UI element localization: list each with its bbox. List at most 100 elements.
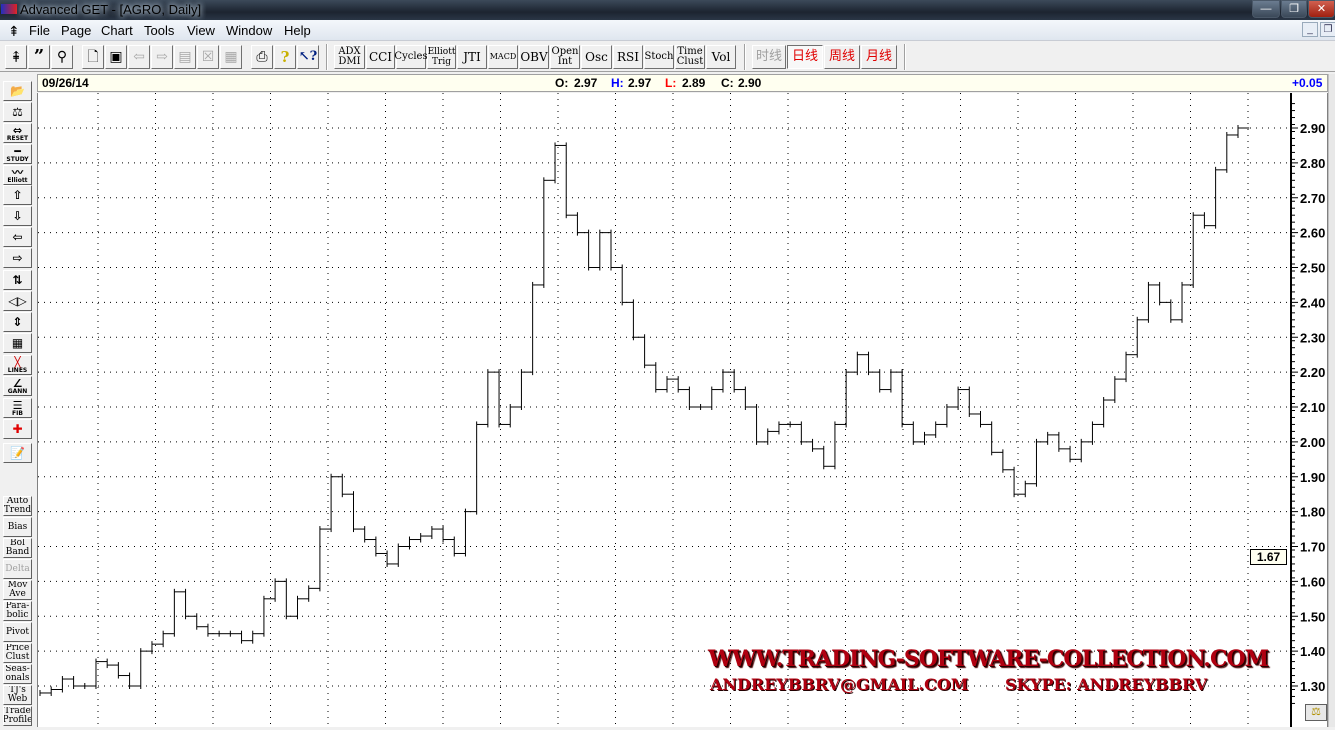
expand-vertical-icon: ⇕ xyxy=(12,315,23,329)
study-delta-button[interactable]: Delta xyxy=(3,559,32,579)
study-button[interactable]: ━ STUDY xyxy=(3,144,32,164)
arrow-right-button[interactable]: ⇨ xyxy=(3,248,32,268)
menu-help[interactable]: Help xyxy=(284,23,311,38)
minimize-button[interactable]: — xyxy=(1252,0,1280,18)
fib-button[interactable]: ☰ FIB xyxy=(3,398,32,418)
context-help-icon[interactable]: ↖? xyxy=(297,45,319,69)
study-pivot-button[interactable]: Pivot xyxy=(3,622,32,642)
compress-vertical-button[interactable]: ⇅ xyxy=(3,270,32,290)
study-auto-trend-button[interactable]: Auto Trend xyxy=(3,496,32,516)
grid-button[interactable]: ▦ xyxy=(3,333,32,353)
menu-bar: ⇞ File Page Chart Tools View Window Help… xyxy=(0,20,1335,41)
mdi-restore-button[interactable]: ❐ xyxy=(1320,22,1335,37)
open-value: 2.97 xyxy=(574,76,598,90)
help-icon[interactable]: ? xyxy=(274,45,296,69)
arrow-down-button[interactable]: ⇩ xyxy=(3,206,32,226)
elliott-button[interactable]: 〰 Elliott xyxy=(3,165,32,185)
copy-icon[interactable]: ▤ xyxy=(174,45,196,69)
reset-icon: ⇔ xyxy=(12,123,23,137)
expand-vertical-button[interactable]: ⇕ xyxy=(3,312,32,332)
grid-icon: ▦ xyxy=(11,336,24,350)
study-time-clust-button[interactable]: Time Clust xyxy=(675,45,705,69)
reset-button[interactable]: ⇔ RESET xyxy=(3,123,32,143)
period-monthly-button[interactable]: 月线 xyxy=(861,45,897,69)
study-rsi-button[interactable]: RSI xyxy=(613,45,643,69)
gann-button[interactable]: ∠ GANN xyxy=(3,376,32,396)
study-stoch-button[interactable]: Stoch xyxy=(644,45,674,69)
mdi-minimize-button[interactable]: _ xyxy=(1302,22,1318,37)
study-open-int-button[interactable]: Open Int xyxy=(550,45,580,69)
menu-tools[interactable]: Tools xyxy=(144,23,175,38)
vertical-scrollbar[interactable] xyxy=(1328,74,1335,727)
open-folder-button[interactable]: 📂 xyxy=(3,81,32,101)
study-mov-ave-button[interactable]: Mov Ave xyxy=(3,580,32,600)
cursor-icon[interactable]: ⇞ xyxy=(8,23,20,39)
y-tick-label: 2.50 xyxy=(1300,261,1325,276)
scales-icon: ⚖ xyxy=(12,105,23,119)
delete-icon[interactable]: ☒ xyxy=(197,45,219,69)
arrow-down-icon: ⇩ xyxy=(12,209,23,223)
study-macd-button[interactable]: MACD xyxy=(488,45,518,69)
scales-button[interactable]: ⚖ xyxy=(3,102,32,122)
menu-page[interactable]: Page xyxy=(61,23,92,38)
study-bias-button[interactable]: Bias xyxy=(3,517,32,537)
maximize-button[interactable]: ❐ xyxy=(1281,0,1307,18)
study-adx-dmi-button[interactable]: ADX DMI xyxy=(334,45,365,69)
arrow-left-button[interactable]: ⇦ xyxy=(3,227,32,247)
study-trade-profile-button[interactable]: Trade Profile xyxy=(3,706,32,726)
properties-button[interactable]: 📝 xyxy=(3,443,32,463)
y-tick-label: 2.10 xyxy=(1300,400,1325,415)
properties-icon: 📝 xyxy=(10,446,25,460)
forward-icon[interactable]: ⇨ xyxy=(151,45,173,69)
menu-window[interactable]: Window xyxy=(226,23,273,38)
menu-file[interactable]: File xyxy=(29,23,50,38)
study-tj-s-web-button[interactable]: TJ's Web xyxy=(3,685,32,705)
price-axis: 1.30 1.40 1.50 1.60 1.70 1.80 1.90 2.00 2.10 2.20… xyxy=(1250,93,1328,727)
button-label: RESET xyxy=(6,134,29,142)
study-obv-button[interactable]: OBV xyxy=(519,45,549,69)
y-tick-label: 2.60 xyxy=(1300,226,1325,241)
study-vol-button[interactable]: Vol xyxy=(706,45,736,69)
arrow-left-icon: ⇦ xyxy=(12,230,23,244)
save-icon[interactable]: ▣ xyxy=(105,45,127,69)
menu-chart[interactable]: Chart xyxy=(101,23,133,38)
arrow-up-button[interactable]: ⇧ xyxy=(3,185,32,205)
back-icon[interactable]: ⇦ xyxy=(128,45,150,69)
close-button[interactable]: ✕ xyxy=(1308,0,1335,18)
study-bol-band-button[interactable]: Bol Band xyxy=(3,538,32,558)
period-daily-button[interactable]: 日线 xyxy=(787,45,823,69)
toolbar: ⇞ ” ⚲ 🗋 ▣ ⇦ ⇨ ▤ ☒ ▦ ⎙ ? ↖? ADX DMI CCI C… xyxy=(0,42,1335,72)
magnifier-icon[interactable]: ⚲ xyxy=(51,45,73,69)
y-tick-label: 2.80 xyxy=(1300,156,1325,171)
study-osc-button[interactable]: Osc xyxy=(581,45,612,69)
fib-icon: ☰ xyxy=(12,398,23,412)
study-cci-button[interactable]: CCI xyxy=(366,45,395,69)
app-icon xyxy=(1,4,17,14)
period-weekly-button[interactable]: 周线 xyxy=(824,45,860,69)
study-para-bolic-button[interactable]: Para- bolic xyxy=(3,601,32,621)
study-cycles-button[interactable]: Cycles xyxy=(394,45,428,69)
scales-icon[interactable]: ⚖ xyxy=(1305,704,1327,721)
new-page-icon[interactable]: 🗋 xyxy=(82,45,104,69)
price-chart[interactable] xyxy=(37,93,1292,727)
print-icon[interactable]: ⎙ xyxy=(251,45,273,69)
study-seas-onals-button[interactable]: Seas- onals xyxy=(3,664,32,684)
paste-icon[interactable]: ▦ xyxy=(220,45,242,69)
study-jti-button[interactable]: JTI xyxy=(457,45,487,69)
cursor-icon[interactable]: ⇞ xyxy=(5,45,27,69)
gann-icon: ∠ xyxy=(12,376,23,390)
quote-icon[interactable]: ” xyxy=(28,45,50,69)
study-price-clust-button[interactable]: Price Clust xyxy=(3,643,32,663)
quote-info-bar: 09/26/14 O: 2.97 H: 2.97 L: 2.89 C: 2.90… xyxy=(37,74,1328,92)
y-tick-label: 2.90 xyxy=(1300,121,1325,136)
close-label: C: xyxy=(721,76,734,90)
y-tick-label: 1.90 xyxy=(1300,470,1325,485)
study-elliott-trig-button[interactable]: Elliott Trig xyxy=(427,45,456,69)
lines-button[interactable]: ╳ LINES xyxy=(3,355,32,375)
menu-view[interactable]: View xyxy=(187,23,215,38)
period-hourly-button[interactable]: 时线 xyxy=(752,45,786,69)
crosshair-button[interactable]: ✚ xyxy=(3,419,32,439)
compress-horizontal-button[interactable]: ◁▷ xyxy=(3,291,32,311)
watermark-email: ANDREYBBRV@GMAIL.COM xyxy=(710,675,969,694)
crosshair-icon: ✚ xyxy=(12,422,23,436)
